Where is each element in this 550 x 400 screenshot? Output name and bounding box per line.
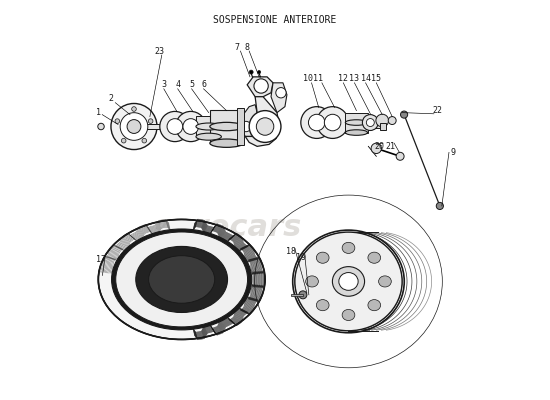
- Bar: [236, 108, 244, 145]
- Ellipse shape: [345, 130, 367, 135]
- Circle shape: [249, 70, 253, 74]
- Text: SOSPENSIONE ANTERIORE: SOSPENSIONE ANTERIORE: [213, 15, 337, 25]
- Ellipse shape: [345, 120, 367, 125]
- Ellipse shape: [306, 276, 318, 287]
- Circle shape: [127, 120, 141, 134]
- Circle shape: [120, 113, 148, 140]
- Circle shape: [98, 123, 104, 130]
- Circle shape: [371, 143, 382, 154]
- Circle shape: [301, 107, 333, 138]
- Ellipse shape: [136, 246, 228, 312]
- Ellipse shape: [368, 252, 381, 263]
- Polygon shape: [241, 105, 257, 136]
- Ellipse shape: [316, 252, 329, 263]
- Text: 14: 14: [361, 74, 371, 83]
- Ellipse shape: [378, 276, 391, 287]
- Ellipse shape: [98, 219, 265, 340]
- Circle shape: [317, 107, 349, 138]
- Text: 15: 15: [371, 74, 381, 83]
- Circle shape: [122, 138, 126, 143]
- Ellipse shape: [342, 310, 355, 320]
- Text: 19: 19: [296, 253, 306, 262]
- Ellipse shape: [112, 229, 252, 330]
- Circle shape: [376, 114, 389, 127]
- Circle shape: [111, 104, 157, 150]
- Text: 23: 23: [155, 46, 165, 56]
- Text: 10: 10: [302, 74, 312, 83]
- Circle shape: [254, 79, 268, 93]
- Ellipse shape: [148, 256, 214, 303]
- Bar: [305, 117, 380, 128]
- Circle shape: [299, 291, 307, 299]
- Ellipse shape: [210, 139, 243, 147]
- Text: eurocars: eurocars: [152, 213, 302, 242]
- Circle shape: [148, 119, 153, 124]
- Circle shape: [400, 111, 408, 118]
- Polygon shape: [245, 97, 279, 146]
- Text: 7: 7: [235, 42, 240, 52]
- Text: 12: 12: [338, 74, 348, 83]
- Circle shape: [131, 107, 136, 111]
- Ellipse shape: [342, 242, 355, 254]
- Bar: [210, 110, 243, 143]
- Circle shape: [115, 119, 120, 124]
- Ellipse shape: [196, 133, 221, 140]
- Bar: [141, 124, 187, 129]
- Ellipse shape: [210, 122, 243, 131]
- Text: 3: 3: [161, 80, 166, 89]
- Text: 4: 4: [175, 80, 180, 89]
- Circle shape: [436, 202, 443, 210]
- Text: 2: 2: [109, 94, 114, 103]
- Ellipse shape: [116, 232, 248, 327]
- Text: 22: 22: [433, 106, 443, 115]
- Text: 6: 6: [201, 80, 206, 89]
- Bar: [345, 112, 367, 132]
- Circle shape: [241, 121, 251, 132]
- Circle shape: [396, 152, 404, 160]
- Text: 9: 9: [450, 148, 455, 157]
- Ellipse shape: [368, 300, 381, 311]
- Circle shape: [388, 116, 396, 124]
- Text: 11: 11: [313, 74, 323, 83]
- Bar: [196, 116, 221, 137]
- Ellipse shape: [339, 272, 358, 290]
- Circle shape: [276, 88, 286, 98]
- Text: 18: 18: [286, 247, 296, 256]
- Ellipse shape: [196, 123, 221, 130]
- Circle shape: [362, 114, 378, 130]
- Circle shape: [142, 138, 147, 143]
- Ellipse shape: [332, 267, 365, 296]
- Circle shape: [175, 112, 206, 142]
- Text: 1: 1: [96, 108, 101, 117]
- Text: 8: 8: [245, 42, 250, 52]
- Circle shape: [309, 114, 325, 131]
- Circle shape: [256, 118, 274, 135]
- Circle shape: [366, 118, 375, 126]
- Bar: [380, 122, 386, 130]
- Circle shape: [167, 119, 183, 134]
- Bar: [291, 294, 303, 296]
- Text: 21: 21: [385, 142, 395, 151]
- Text: 17: 17: [96, 255, 106, 264]
- Text: 13: 13: [349, 74, 360, 83]
- Text: 5: 5: [189, 80, 194, 89]
- Circle shape: [160, 112, 190, 142]
- Circle shape: [324, 114, 341, 131]
- Ellipse shape: [295, 232, 402, 331]
- Polygon shape: [247, 77, 273, 97]
- Ellipse shape: [316, 300, 329, 311]
- Text: 20: 20: [374, 142, 384, 151]
- Polygon shape: [271, 83, 287, 113]
- Circle shape: [249, 111, 281, 142]
- Circle shape: [183, 119, 199, 134]
- Circle shape: [257, 70, 261, 74]
